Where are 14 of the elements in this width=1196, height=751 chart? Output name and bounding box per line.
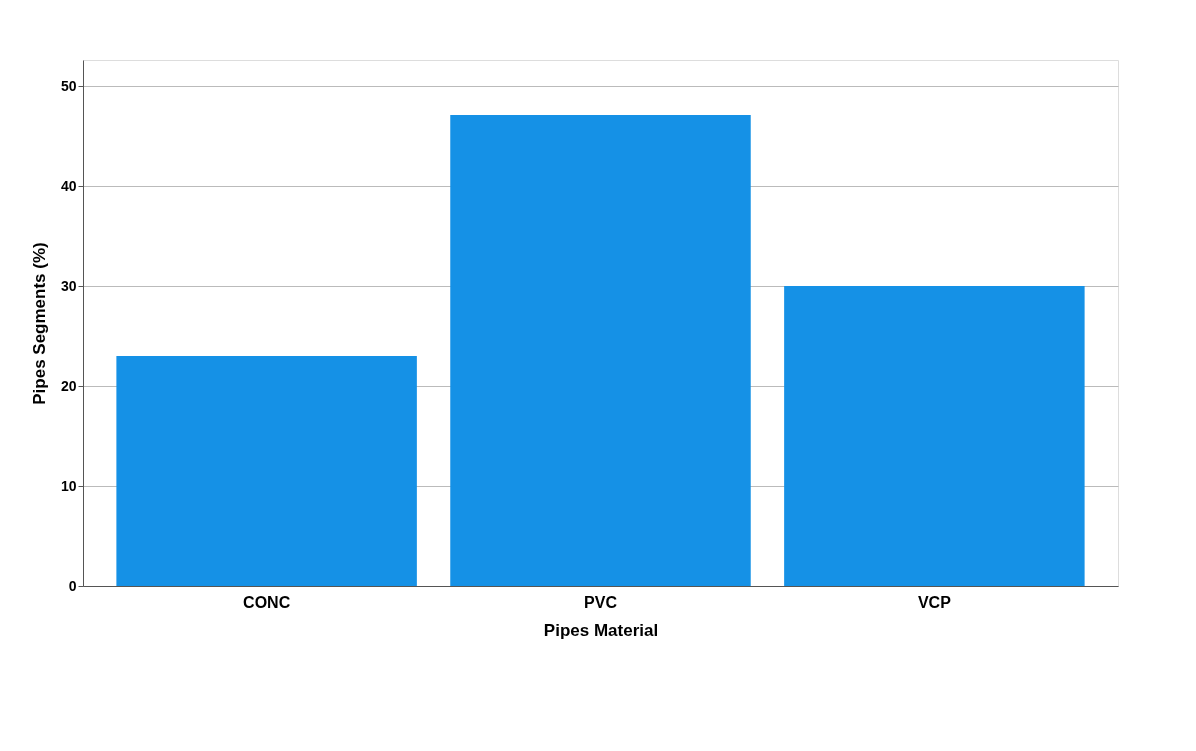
y-tick-label: 10 <box>60 477 77 494</box>
y-tick-label: 50 <box>60 77 77 94</box>
bar <box>116 356 417 586</box>
x-axis-title: Pipes Material <box>543 620 659 640</box>
x-tick-label: PVC <box>584 593 618 611</box>
x-tick-label: VCP <box>917 593 952 611</box>
bar <box>784 286 1085 586</box>
y-tick-label: 30 <box>60 277 77 294</box>
y-axis-title: Pipes Segments (%) <box>29 242 49 405</box>
x-tick-label: CONC <box>243 593 291 611</box>
y-tick-label: 0 <box>68 577 77 594</box>
y-tick-label: 40 <box>60 177 77 194</box>
bar <box>450 115 751 586</box>
y-tick-label: 20 <box>60 377 77 394</box>
